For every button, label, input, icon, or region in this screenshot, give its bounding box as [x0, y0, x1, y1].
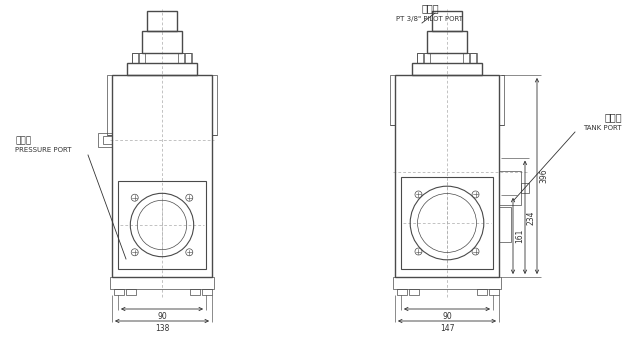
- Bar: [118, 181, 206, 269]
- Bar: [463, 53, 469, 63]
- Bar: [98, 133, 112, 147]
- Text: TANK PORT: TANK PORT: [584, 125, 622, 131]
- Bar: [202, 289, 212, 295]
- Bar: [132, 53, 138, 63]
- Text: 回油口: 回油口: [604, 112, 622, 122]
- Bar: [395, 75, 499, 277]
- Bar: [412, 63, 482, 75]
- Bar: [489, 289, 499, 295]
- Bar: [409, 289, 419, 295]
- Bar: [178, 53, 184, 63]
- Bar: [393, 277, 501, 289]
- Text: PRESSURE PORT: PRESSURE PORT: [15, 147, 71, 153]
- Text: 90: 90: [157, 312, 167, 321]
- Bar: [107, 75, 112, 135]
- Text: 138: 138: [155, 324, 169, 333]
- Bar: [499, 75, 504, 125]
- Bar: [147, 11, 177, 31]
- Bar: [477, 289, 487, 295]
- Text: 压力口: 压力口: [15, 136, 31, 145]
- Bar: [112, 75, 212, 277]
- Bar: [470, 53, 476, 63]
- Bar: [127, 63, 197, 75]
- Bar: [397, 289, 407, 295]
- Bar: [432, 11, 462, 31]
- Bar: [126, 289, 136, 295]
- Bar: [417, 53, 423, 63]
- Bar: [114, 289, 124, 295]
- Bar: [142, 31, 182, 53]
- Bar: [103, 136, 112, 144]
- Bar: [424, 53, 430, 63]
- Bar: [185, 53, 191, 63]
- Bar: [132, 53, 192, 63]
- Bar: [139, 53, 145, 63]
- Bar: [427, 31, 467, 53]
- Bar: [390, 75, 395, 125]
- Text: 396: 396: [539, 169, 548, 183]
- Bar: [190, 289, 200, 295]
- Bar: [417, 53, 477, 63]
- Bar: [521, 183, 529, 193]
- Text: 234: 234: [527, 210, 536, 225]
- Bar: [401, 177, 493, 269]
- Text: 147: 147: [440, 324, 454, 333]
- Text: PT 3/8" PILOT PORT: PT 3/8" PILOT PORT: [396, 16, 464, 22]
- Bar: [212, 75, 217, 135]
- Bar: [110, 277, 214, 289]
- Bar: [499, 207, 511, 242]
- Bar: [499, 171, 521, 205]
- Text: 90: 90: [442, 312, 452, 321]
- Text: 161: 161: [515, 229, 524, 243]
- Text: 引導口: 引導口: [421, 3, 439, 13]
